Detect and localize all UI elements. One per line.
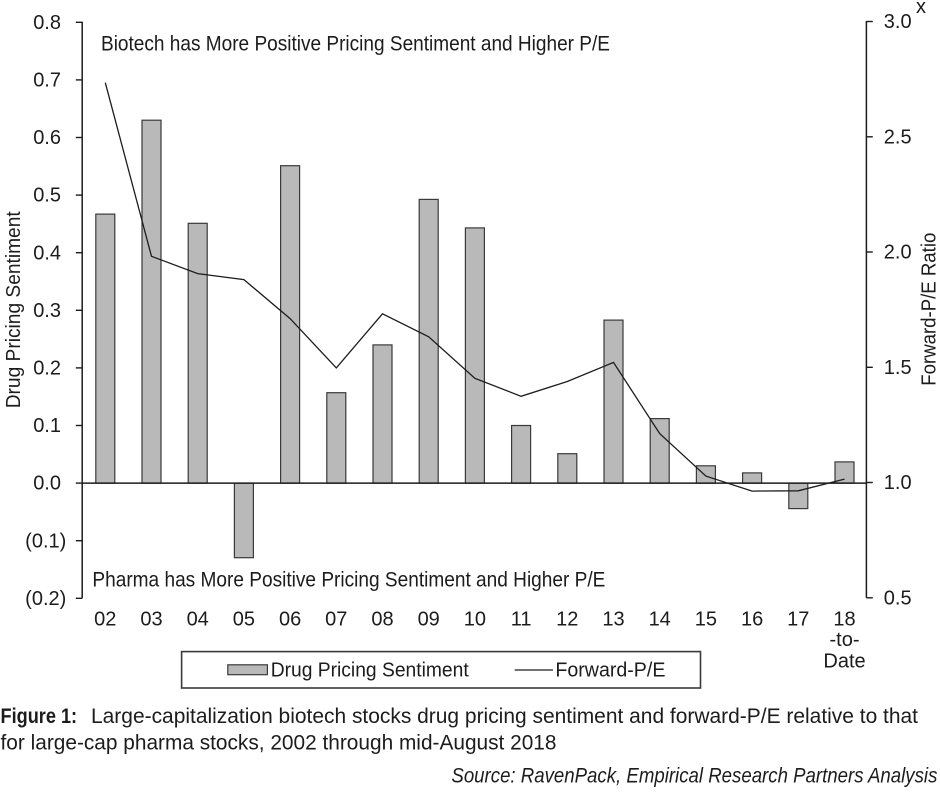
svg-text:09: 09 [418,609,440,631]
svg-text:13: 13 [602,609,624,631]
svg-text:17: 17 [787,609,809,631]
svg-text:Forward-P/E Ratio: Forward-P/E Ratio [918,233,940,386]
svg-text:Biotech has More Positive Pric: Biotech has More Positive Pricing Sentim… [101,32,610,55]
svg-text:10: 10 [464,609,486,631]
svg-text:16: 16 [741,609,763,631]
svg-text:-to-: -to- [830,629,860,651]
svg-text:1.5: 1.5 [884,357,912,379]
svg-text:0.1: 0.1 [33,415,61,437]
svg-text:05: 05 [233,609,255,631]
svg-text:(0.2): (0.2) [25,588,66,610]
svg-text:04: 04 [187,609,209,631]
svg-text:Drug Pricing Sentiment: Drug Pricing Sentiment [271,660,469,682]
svg-text:1.0: 1.0 [884,472,912,494]
svg-text:for large-cap pharma stocks, 2: for large-cap pharma stocks, 2002 throug… [1,731,557,754]
svg-text:Date: Date [823,650,865,672]
svg-text:07: 07 [325,609,347,631]
svg-text:x: x [916,0,926,18]
svg-text:12: 12 [556,609,578,631]
svg-text:0.7: 0.7 [33,70,61,92]
svg-text:Pharma has More Positive Prici: Pharma has More Positive Pricing Sentime… [92,568,605,591]
svg-text:Figure 1:: Figure 1: [1,705,78,728]
svg-text:3.0: 3.0 [884,11,912,33]
svg-text:0.5: 0.5 [884,587,912,609]
svg-text:11: 11 [511,609,532,631]
svg-text:0.8: 0.8 [33,12,61,34]
svg-text:(0.1): (0.1) [25,530,66,552]
svg-text:0.0: 0.0 [33,473,61,495]
svg-text:Large-capitalization biotech s: Large-capitalization biotech stocks drug… [91,705,918,728]
svg-text:Forward-P/E: Forward-P/E [555,660,665,682]
svg-text:14: 14 [649,609,671,631]
svg-text:2.5: 2.5 [884,126,912,148]
svg-text:08: 08 [371,609,393,631]
svg-text:Source: RavenPack, Empirical R: Source: RavenPack, Empirical Research Pa… [451,765,937,788]
svg-text:Drug Pricing Sentiment: Drug Pricing Sentiment [3,211,25,408]
svg-text:03: 03 [140,609,162,631]
svg-text:15: 15 [695,609,717,631]
svg-text:0.5: 0.5 [33,185,61,207]
svg-text:18: 18 [833,609,855,631]
svg-text:02: 02 [94,609,116,631]
svg-text:2.0: 2.0 [884,242,912,264]
svg-text:0.3: 0.3 [33,300,61,322]
svg-text:0.2: 0.2 [33,358,61,380]
svg-text:0.4: 0.4 [33,242,61,264]
svg-text:0.6: 0.6 [33,127,61,149]
svg-text:06: 06 [279,609,301,631]
